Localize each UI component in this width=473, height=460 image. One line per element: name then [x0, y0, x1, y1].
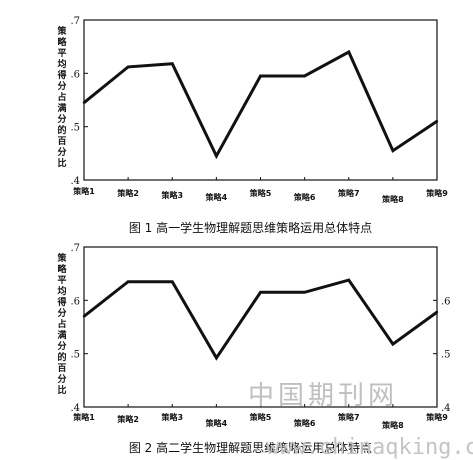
y-axis-label-char: 策 [56, 252, 67, 264]
y-axis-label-char: 的 [57, 124, 66, 136]
y-tick-label: .7 [70, 16, 80, 27]
data-point [303, 291, 306, 294]
y-axis-label-char: 得 [56, 69, 66, 81]
y-axis-label-char: 均 [57, 285, 66, 297]
data-point [82, 101, 86, 104]
data-point [391, 149, 395, 152]
right-tick-label: .6 [441, 296, 451, 307]
category-label: 策略1 [73, 412, 95, 422]
category-label: 策略5 [250, 412, 272, 422]
y-axis-label-char: 略 [57, 263, 67, 275]
y-axis-label-char: 平 [57, 275, 66, 286]
y-axis-label-char: 分 [57, 307, 66, 319]
category-label: 策略7 [338, 412, 360, 422]
y-axis-label-char: 均 [57, 58, 66, 70]
plot-frame [83, 19, 438, 181]
data-point [347, 50, 350, 54]
y-axis-label-char: 百 [57, 363, 66, 374]
data-point [171, 62, 174, 65]
y-axis-label-char: 略 [57, 36, 67, 48]
y-axis-label-char: 满 [57, 329, 66, 341]
y-tick-label: .5 [70, 350, 80, 361]
data-point [303, 74, 306, 78]
y-axis-label-char: 百 [57, 136, 66, 147]
y-axis-label-char: 占 [57, 318, 66, 330]
chart-2-caption: 图 2 高二学生物理解题思维策略运用总体特点 [129, 440, 372, 455]
y-axis-label-char: 得 [56, 296, 66, 308]
y-tick-label: .7 [70, 243, 80, 254]
data-point [126, 280, 130, 283]
data-point [391, 342, 395, 346]
y-axis-label-char: 满 [57, 102, 66, 114]
category-label: 策略6 [294, 192, 316, 202]
y-axis-label-char: 分 [57, 146, 66, 158]
y-tick-label: .4 [70, 403, 80, 414]
category-label: 策略4 [206, 418, 228, 428]
y-axis-label-char: 的 [57, 351, 66, 363]
y-axis-label-char: 策 [56, 25, 67, 37]
right-tick-label: .4 [441, 403, 451, 414]
y-tick-label: .6 [70, 69, 80, 80]
data-point [126, 65, 130, 69]
category-label: 策略8 [382, 194, 404, 204]
category-label: 策略2 [117, 188, 139, 198]
data-point [435, 120, 439, 123]
watermark-text-url: www.chinaqking.com [266, 435, 473, 460]
y-axis-label-char: 分 [57, 113, 66, 125]
category-label: 策略5 [250, 188, 272, 198]
watermark-text-cn: 中国期刊网 [248, 381, 398, 411]
y-axis-label-char: 分 [57, 373, 66, 385]
y-axis-label-char: 比 [57, 157, 66, 169]
y-tick-label: .5 [70, 123, 80, 134]
y-tick-label: .6 [70, 296, 80, 307]
chart-1-caption: 图 1 高一学生物理解题思维策略运用总体特点 [129, 220, 372, 235]
category-label: 策略9 [426, 412, 448, 422]
category-label: 策略3 [161, 412, 183, 422]
data-point [171, 280, 174, 283]
category-label: 策略9 [426, 188, 448, 198]
category-label: 策略7 [338, 188, 360, 198]
right-tick-label: .5 [441, 350, 451, 361]
data-point [259, 74, 262, 78]
y-axis-label-char: 分 [57, 340, 66, 352]
category-label: 策略6 [294, 418, 316, 428]
y-axis-label-char: 分 [57, 80, 66, 92]
data-point [82, 315, 86, 318]
category-label: 策略4 [206, 192, 228, 202]
category-label: 策略3 [161, 190, 183, 200]
category-label: 策略8 [382, 420, 404, 430]
data-point [215, 356, 218, 360]
category-label: 策略1 [73, 186, 95, 196]
y-tick-label: .4 [70, 176, 80, 187]
series-line [83, 49, 438, 160]
y-axis-label-char: 比 [57, 384, 66, 396]
data-point [259, 291, 262, 294]
y-axis-label-char: 占 [57, 91, 66, 103]
data-point [215, 154, 218, 158]
data-point [435, 310, 439, 314]
category-label: 策略2 [117, 414, 139, 424]
data-point [347, 278, 350, 282]
y-axis-label-char: 平 [57, 48, 66, 59]
